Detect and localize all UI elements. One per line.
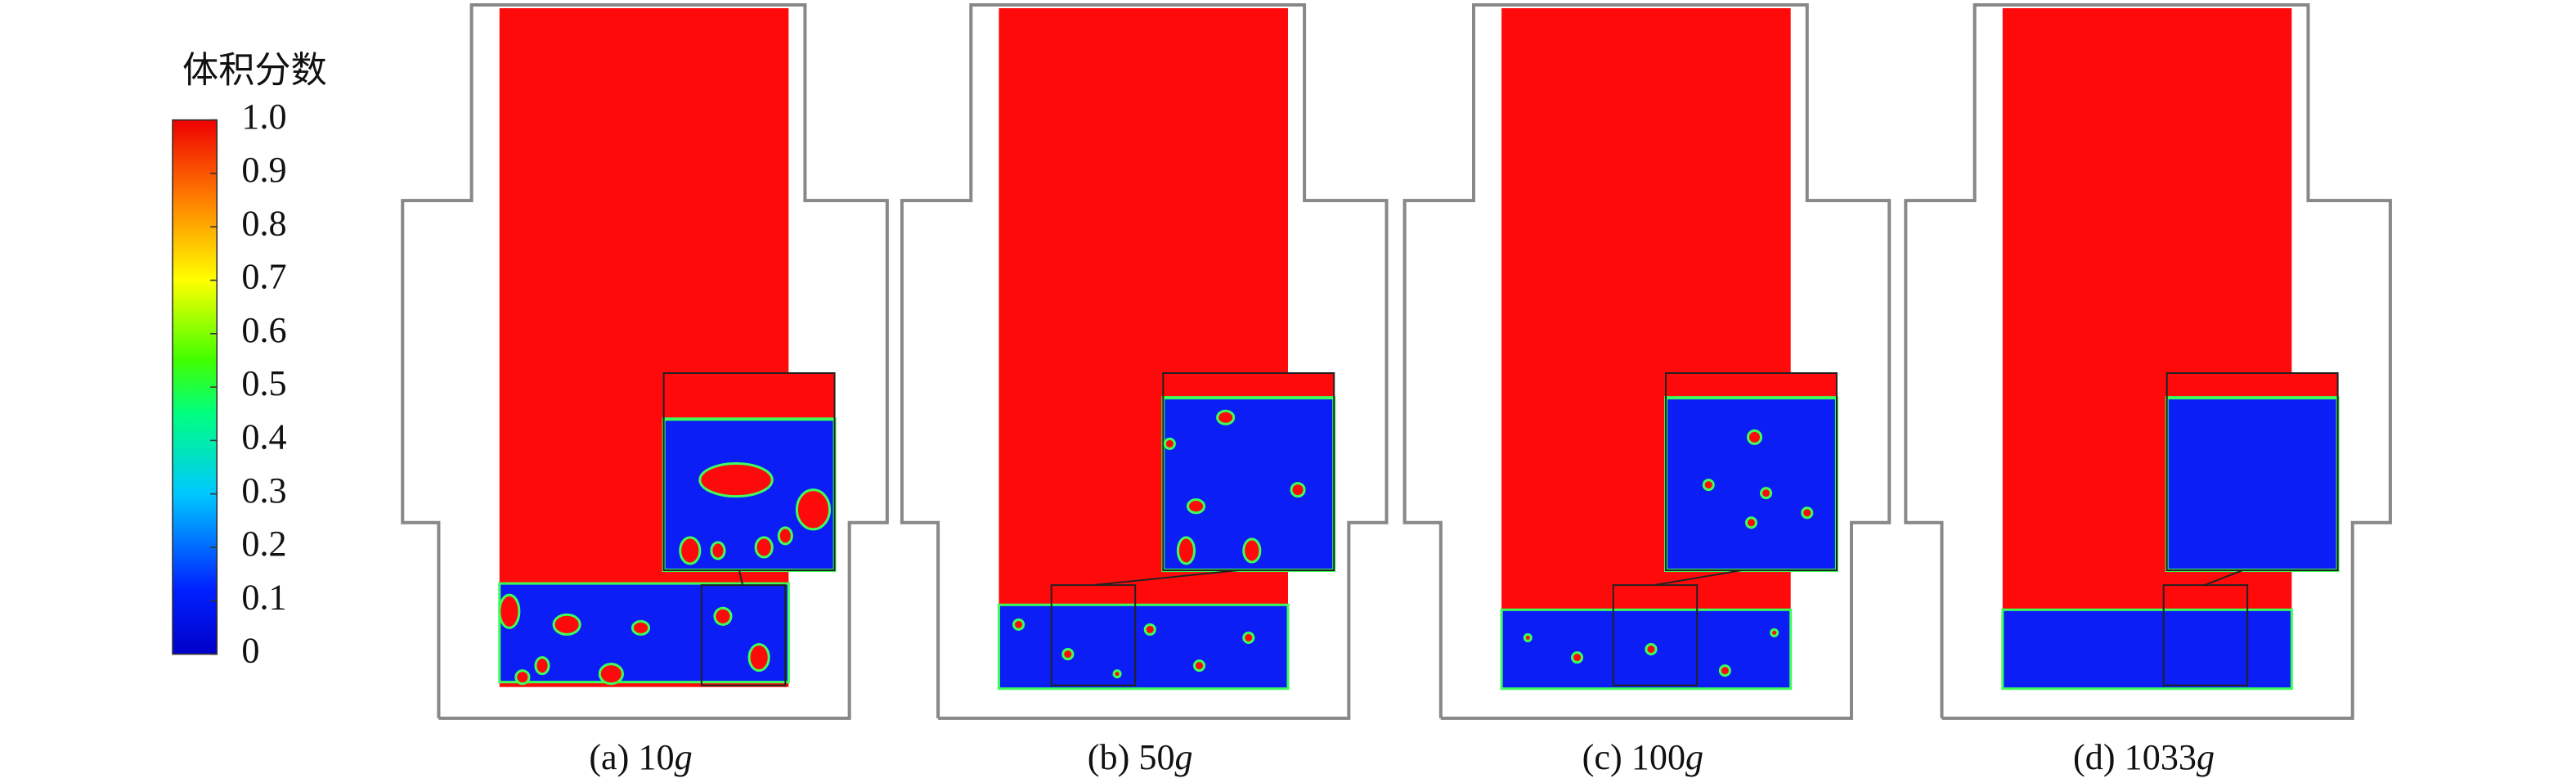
colorbar-tick-label: 1.0 bbox=[241, 97, 286, 137]
gas-phase bbox=[1501, 8, 1791, 687]
zoom-connector bbox=[2204, 569, 2243, 587]
bubble bbox=[1192, 659, 1206, 673]
bubble bbox=[713, 606, 733, 626]
caption-label: (b) 50 bbox=[1088, 737, 1175, 777]
bubble bbox=[598, 663, 624, 686]
zoom-connector bbox=[1654, 569, 1742, 587]
bubble bbox=[552, 613, 581, 636]
bubble bbox=[795, 488, 832, 531]
bubble bbox=[1290, 482, 1306, 498]
bubble bbox=[534, 656, 550, 676]
bubble bbox=[514, 669, 531, 686]
bubble bbox=[1770, 628, 1779, 637]
bubble bbox=[1645, 642, 1658, 656]
bubble bbox=[1746, 429, 1763, 445]
bubble bbox=[1012, 618, 1025, 631]
bubble bbox=[754, 536, 774, 559]
liquid-phase bbox=[997, 603, 1290, 691]
liquid-phase bbox=[2001, 608, 2293, 691]
bubble bbox=[1760, 487, 1773, 500]
caption-label: (a) 10 bbox=[589, 737, 674, 777]
inset-liquid bbox=[1664, 396, 1838, 573]
colorbar-tick-label: 0.5 bbox=[241, 363, 286, 403]
bubble bbox=[1744, 516, 1758, 529]
bubble bbox=[1061, 647, 1075, 661]
colorbar-tick-label: 0.7 bbox=[241, 257, 286, 297]
bubble bbox=[1216, 409, 1236, 425]
colorbar-tick-label: 0.1 bbox=[241, 577, 286, 617]
panel-caption: (c) 100g bbox=[1582, 737, 1703, 777]
gas-phase bbox=[999, 8, 1288, 687]
panel bbox=[401, 3, 889, 720]
caption-unit: g bbox=[675, 737, 693, 777]
bubble bbox=[1176, 536, 1196, 565]
zoom-box bbox=[700, 584, 787, 686]
vessel-outline bbox=[401, 3, 889, 720]
bubble bbox=[1571, 650, 1584, 664]
bubble bbox=[1702, 479, 1715, 492]
bubble bbox=[498, 593, 521, 629]
bubble bbox=[698, 461, 774, 498]
bubble bbox=[1523, 632, 1533, 642]
bubble bbox=[1186, 498, 1206, 515]
colorbar-tick-label: 0.3 bbox=[241, 470, 286, 511]
panel-caption: (a) 10g bbox=[589, 737, 692, 777]
panel-caption: (b) 50g bbox=[1088, 737, 1193, 777]
colorbar-tick-label: 0.8 bbox=[241, 203, 286, 243]
vessel-outline bbox=[1402, 3, 1892, 720]
caption-label: (c) 100 bbox=[1582, 737, 1685, 777]
inset-liquid bbox=[2165, 396, 2340, 573]
bubble bbox=[747, 642, 770, 673]
zoom-connector bbox=[738, 569, 744, 586]
bubble bbox=[1242, 538, 1262, 564]
colorbar-tick-label: 0.9 bbox=[241, 150, 286, 190]
bubble bbox=[1242, 631, 1255, 644]
bubble bbox=[1718, 664, 1731, 677]
bubble bbox=[1801, 506, 1814, 520]
colorbar-tick-label: 0.4 bbox=[241, 417, 286, 457]
vessel-outline bbox=[1904, 3, 2392, 720]
panel bbox=[900, 3, 1389, 720]
panel-caption: (d) 1033g bbox=[2073, 737, 2215, 777]
inset-frame bbox=[1665, 371, 1838, 572]
vessel-outline bbox=[900, 3, 1389, 720]
colorbar-tick-label: 0 bbox=[241, 631, 259, 671]
inset-frame bbox=[1162, 371, 1335, 572]
colorbar-title: 体积分数 bbox=[182, 49, 327, 91]
gas-phase bbox=[2002, 8, 2292, 687]
bubble bbox=[777, 526, 793, 546]
bubble bbox=[710, 541, 726, 560]
panel bbox=[1904, 3, 2392, 720]
caption-unit: g bbox=[1175, 737, 1193, 777]
bubble bbox=[1143, 623, 1156, 636]
caption-label: (d) 1033 bbox=[2073, 737, 2197, 777]
caption-unit: g bbox=[1685, 737, 1703, 777]
zoom-connector bbox=[1092, 569, 1239, 587]
inset-frame bbox=[2165, 371, 2339, 572]
bubble bbox=[631, 619, 651, 636]
colorbar-tick-label: 0.2 bbox=[241, 524, 286, 564]
inset-frame bbox=[662, 371, 836, 572]
colorbar-tick-label: 0.6 bbox=[241, 310, 286, 350]
colorbar bbox=[172, 119, 218, 655]
panel bbox=[1402, 3, 1892, 720]
bubble bbox=[1112, 669, 1122, 679]
bubble bbox=[1163, 437, 1176, 450]
bubble bbox=[679, 536, 702, 565]
caption-unit: g bbox=[2197, 737, 2215, 777]
